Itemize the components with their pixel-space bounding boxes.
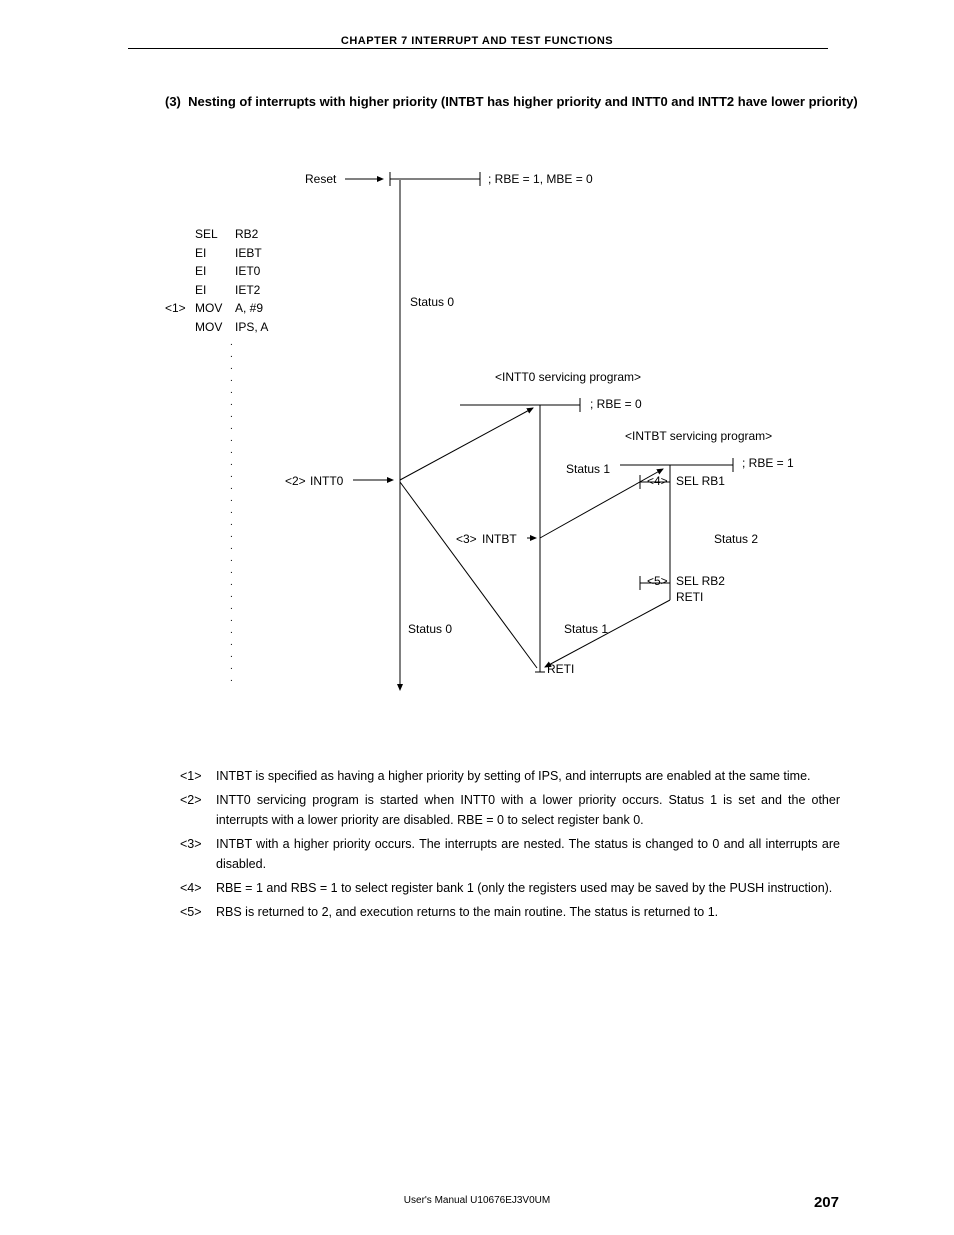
note-tag: <4> <box>180 878 216 898</box>
note-text: INTT0 servicing program is started when … <box>216 790 840 830</box>
note-item: <5> RBS is returned to 2, and execution … <box>180 902 840 922</box>
section-number: (3) <box>165 94 181 109</box>
page-number: 207 <box>814 1194 839 1211</box>
footer-manual: User's Manual U10676EJ3V0UM <box>0 1195 954 1206</box>
note-tag: <3> <box>180 834 216 874</box>
note-tag: <1> <box>180 766 216 786</box>
note-tag: <5> <box>180 902 216 922</box>
notes-list: <1> INTBT is specified as having a highe… <box>180 766 840 926</box>
interrupt-diagram: Reset ; RBE = 1, MBE = 0 SELRB2 EIIEBT E… <box>130 160 830 720</box>
note-item: <2> INTT0 servicing program is started w… <box>180 790 840 830</box>
note-tag: <2> <box>180 790 216 830</box>
note-text: INTBT with a higher priority occurs. The… <box>216 834 840 874</box>
header-rule <box>128 48 828 49</box>
note-text: INTBT is specified as having a higher pr… <box>216 766 840 786</box>
diagram-svg <box>130 160 830 720</box>
chapter-header: CHAPTER 7 INTERRUPT AND TEST FUNCTIONS <box>0 35 954 47</box>
note-text: RBS is returned to 2, and execution retu… <box>216 902 840 922</box>
section-title: (3) Nesting of interrupts with higher pr… <box>165 92 865 113</box>
note-text: RBE = 1 and RBS = 1 to select register b… <box>216 878 840 898</box>
note-item: <4> RBE = 1 and RBS = 1 to select regist… <box>180 878 840 898</box>
section-text: Nesting of interrupts with higher priori… <box>188 94 858 109</box>
note-item: <1> INTBT is specified as having a highe… <box>180 766 840 786</box>
note-item: <3> INTBT with a higher priority occurs.… <box>180 834 840 874</box>
